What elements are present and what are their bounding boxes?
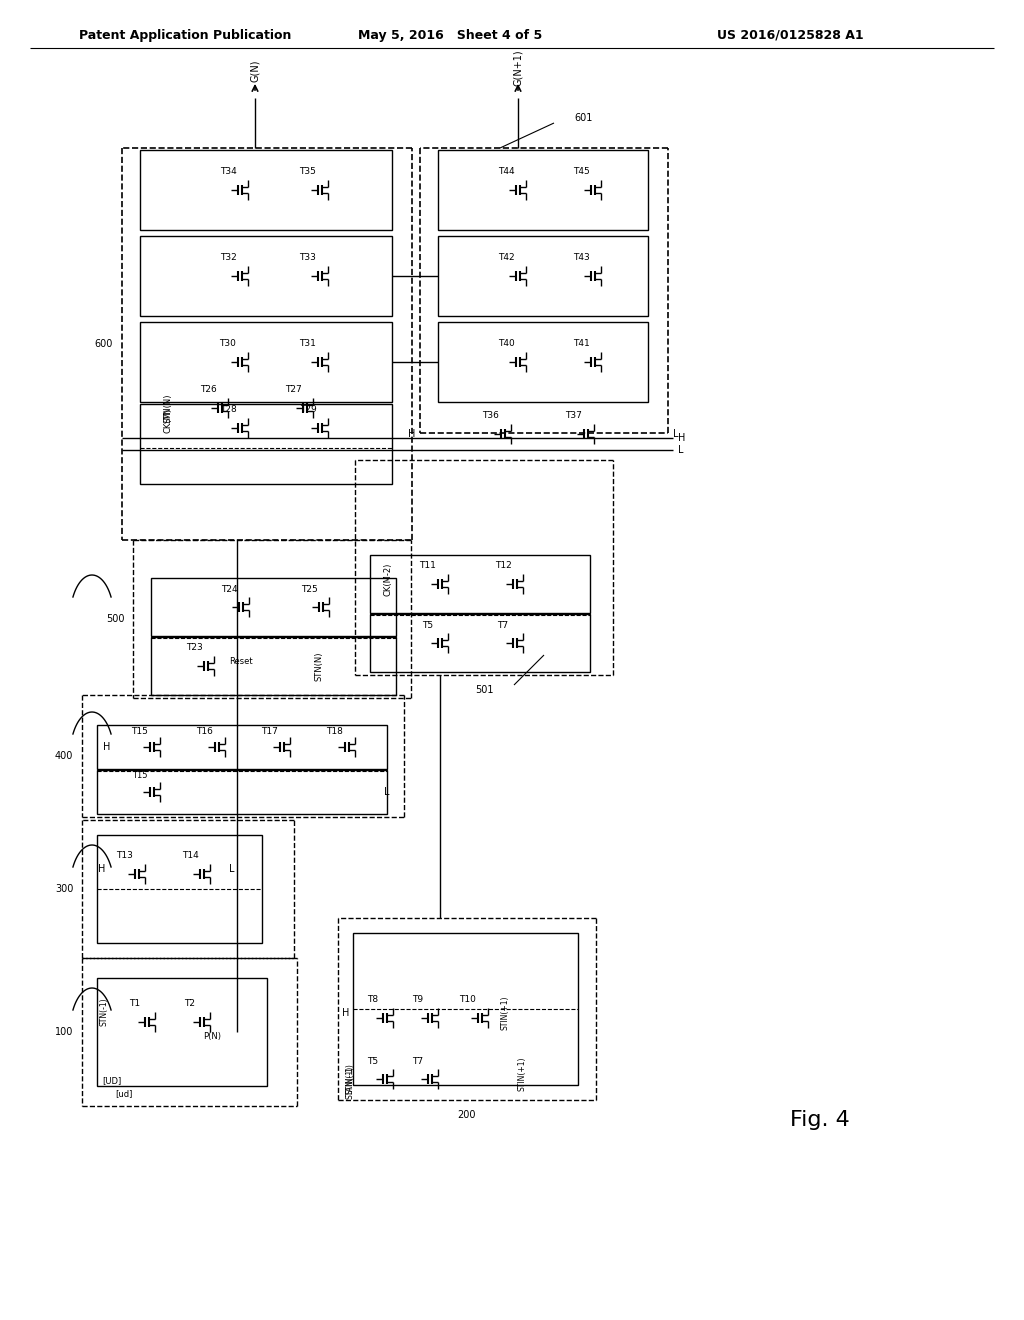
Text: STN(N): STN(N): [164, 393, 172, 422]
Text: T25: T25: [301, 585, 317, 594]
Text: [UD]: [UD]: [102, 1077, 122, 1085]
Text: 300: 300: [55, 884, 73, 894]
Text: T29: T29: [300, 405, 316, 414]
Text: STIN(+1): STIN(+1): [501, 995, 510, 1030]
Text: Patent Application Publication: Patent Application Publication: [79, 29, 291, 41]
Text: 100: 100: [55, 1027, 73, 1038]
Text: T43: T43: [572, 253, 590, 263]
Text: US 2016/0125828 A1: US 2016/0125828 A1: [717, 29, 863, 41]
Text: T28: T28: [219, 405, 237, 414]
Text: T31: T31: [300, 339, 316, 348]
Bar: [140, 150, 392, 230]
Text: T5: T5: [423, 620, 433, 630]
Text: T24: T24: [221, 585, 238, 594]
Bar: [438, 150, 648, 230]
Bar: [370, 614, 590, 672]
Text: T23: T23: [185, 644, 203, 652]
Text: CK(M): CK(M): [164, 408, 172, 433]
Text: STIN(-1): STIN(-1): [345, 1064, 354, 1094]
Text: T5: T5: [368, 1056, 379, 1065]
Text: T9: T9: [413, 995, 424, 1005]
Bar: [438, 322, 648, 403]
Text: T40: T40: [498, 339, 514, 348]
Text: T27: T27: [285, 385, 301, 395]
Text: H: H: [98, 865, 105, 874]
Text: Reset: Reset: [229, 656, 253, 665]
Text: T30: T30: [219, 339, 237, 348]
Text: STAN(-1): STAN(-1): [345, 1065, 354, 1098]
Text: 600: 600: [95, 339, 114, 348]
Text: T1: T1: [129, 999, 140, 1008]
Text: T45: T45: [572, 168, 590, 177]
Text: T16: T16: [197, 726, 213, 735]
Bar: [151, 638, 396, 696]
Text: T11: T11: [420, 561, 436, 570]
Text: Fig. 4: Fig. 4: [791, 1110, 850, 1130]
Text: L: L: [678, 445, 683, 455]
Text: T36: T36: [482, 412, 500, 421]
Bar: [140, 236, 392, 315]
Text: CK(M-2): CK(M-2): [384, 562, 392, 595]
Text: T34: T34: [219, 168, 237, 177]
Bar: [97, 978, 267, 1086]
Text: T2: T2: [184, 999, 196, 1008]
Text: T33: T33: [300, 253, 316, 263]
Text: T7: T7: [498, 620, 509, 630]
Text: STN(N): STN(N): [314, 651, 324, 681]
Text: L: L: [673, 429, 679, 440]
Text: 500: 500: [105, 614, 124, 624]
Bar: [97, 725, 387, 770]
Text: H: H: [409, 429, 416, 440]
Text: P(N): P(N): [203, 1032, 221, 1041]
Text: 400: 400: [55, 751, 73, 762]
Text: T10: T10: [460, 995, 476, 1005]
Text: T35: T35: [300, 168, 316, 177]
Bar: [151, 578, 396, 636]
Text: T18: T18: [327, 726, 343, 735]
Text: T41: T41: [572, 339, 590, 348]
Text: [ud]: [ud]: [116, 1089, 133, 1098]
Bar: [140, 322, 392, 403]
Text: T32: T32: [219, 253, 237, 263]
Bar: [97, 836, 262, 942]
Text: STIN(+1): STIN(+1): [517, 1057, 526, 1092]
Bar: [140, 404, 392, 484]
Text: T15: T15: [131, 726, 148, 735]
Text: G(N+1): G(N+1): [513, 50, 523, 86]
Text: 501: 501: [475, 685, 494, 696]
Bar: [353, 933, 578, 1085]
Text: T42: T42: [498, 253, 514, 263]
Text: STN(-1): STN(-1): [99, 998, 109, 1027]
Text: H: H: [678, 433, 685, 444]
Text: L: L: [384, 787, 390, 797]
Text: T15: T15: [132, 771, 147, 780]
Text: May 5, 2016   Sheet 4 of 5: May 5, 2016 Sheet 4 of 5: [357, 29, 542, 41]
Text: 200: 200: [458, 1110, 476, 1119]
Text: T26: T26: [200, 385, 216, 395]
Text: H: H: [103, 742, 111, 752]
Bar: [97, 770, 387, 814]
Text: T17: T17: [261, 726, 279, 735]
Text: H: H: [342, 1008, 349, 1018]
Text: 601: 601: [574, 114, 592, 123]
Text: T13: T13: [117, 851, 133, 861]
Text: L: L: [229, 865, 234, 874]
Text: T8: T8: [368, 995, 379, 1005]
Text: T7: T7: [413, 1056, 424, 1065]
Bar: [438, 236, 648, 315]
Text: T37: T37: [565, 412, 583, 421]
Text: T12: T12: [495, 561, 511, 570]
Text: T14: T14: [181, 851, 199, 861]
Text: T44: T44: [498, 168, 514, 177]
Bar: [370, 554, 590, 612]
Text: G(N): G(N): [250, 59, 260, 82]
